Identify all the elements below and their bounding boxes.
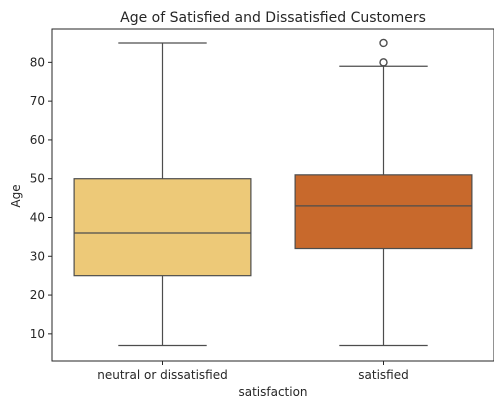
iqr-box — [294, 174, 473, 250]
y-tick-label: 80 — [30, 55, 45, 69]
x-tick-label: neutral or dissatisfied — [97, 368, 227, 382]
iqr-box — [73, 178, 252, 277]
plot-frame — [51, 28, 494, 362]
plot-area: 10 20 30 40 50 60 70 80 neutral or dissatisfied s… — [30, 28, 494, 382]
y-axis-title: Age — [9, 184, 23, 207]
y-tick-label: 10 — [30, 327, 45, 341]
outlier-point — [379, 58, 388, 67]
y-tick-label: 70 — [30, 94, 45, 108]
box-group-2 — [294, 38, 473, 347]
y-tick-label: 50 — [30, 172, 45, 186]
y-tick-label: 40 — [30, 210, 45, 224]
y-tick-label: 30 — [30, 249, 45, 263]
chart-title: Age of Satisfied and Dissatisfied Custom… — [120, 10, 426, 26]
outlier-point — [379, 38, 388, 48]
x-axis-title: satisfaction — [238, 385, 307, 399]
y-tick-label: 60 — [30, 133, 45, 147]
box-group-1 — [73, 42, 252, 347]
y-tick-label: 20 — [30, 288, 45, 302]
x-tick-label: satisfied — [358, 368, 408, 382]
